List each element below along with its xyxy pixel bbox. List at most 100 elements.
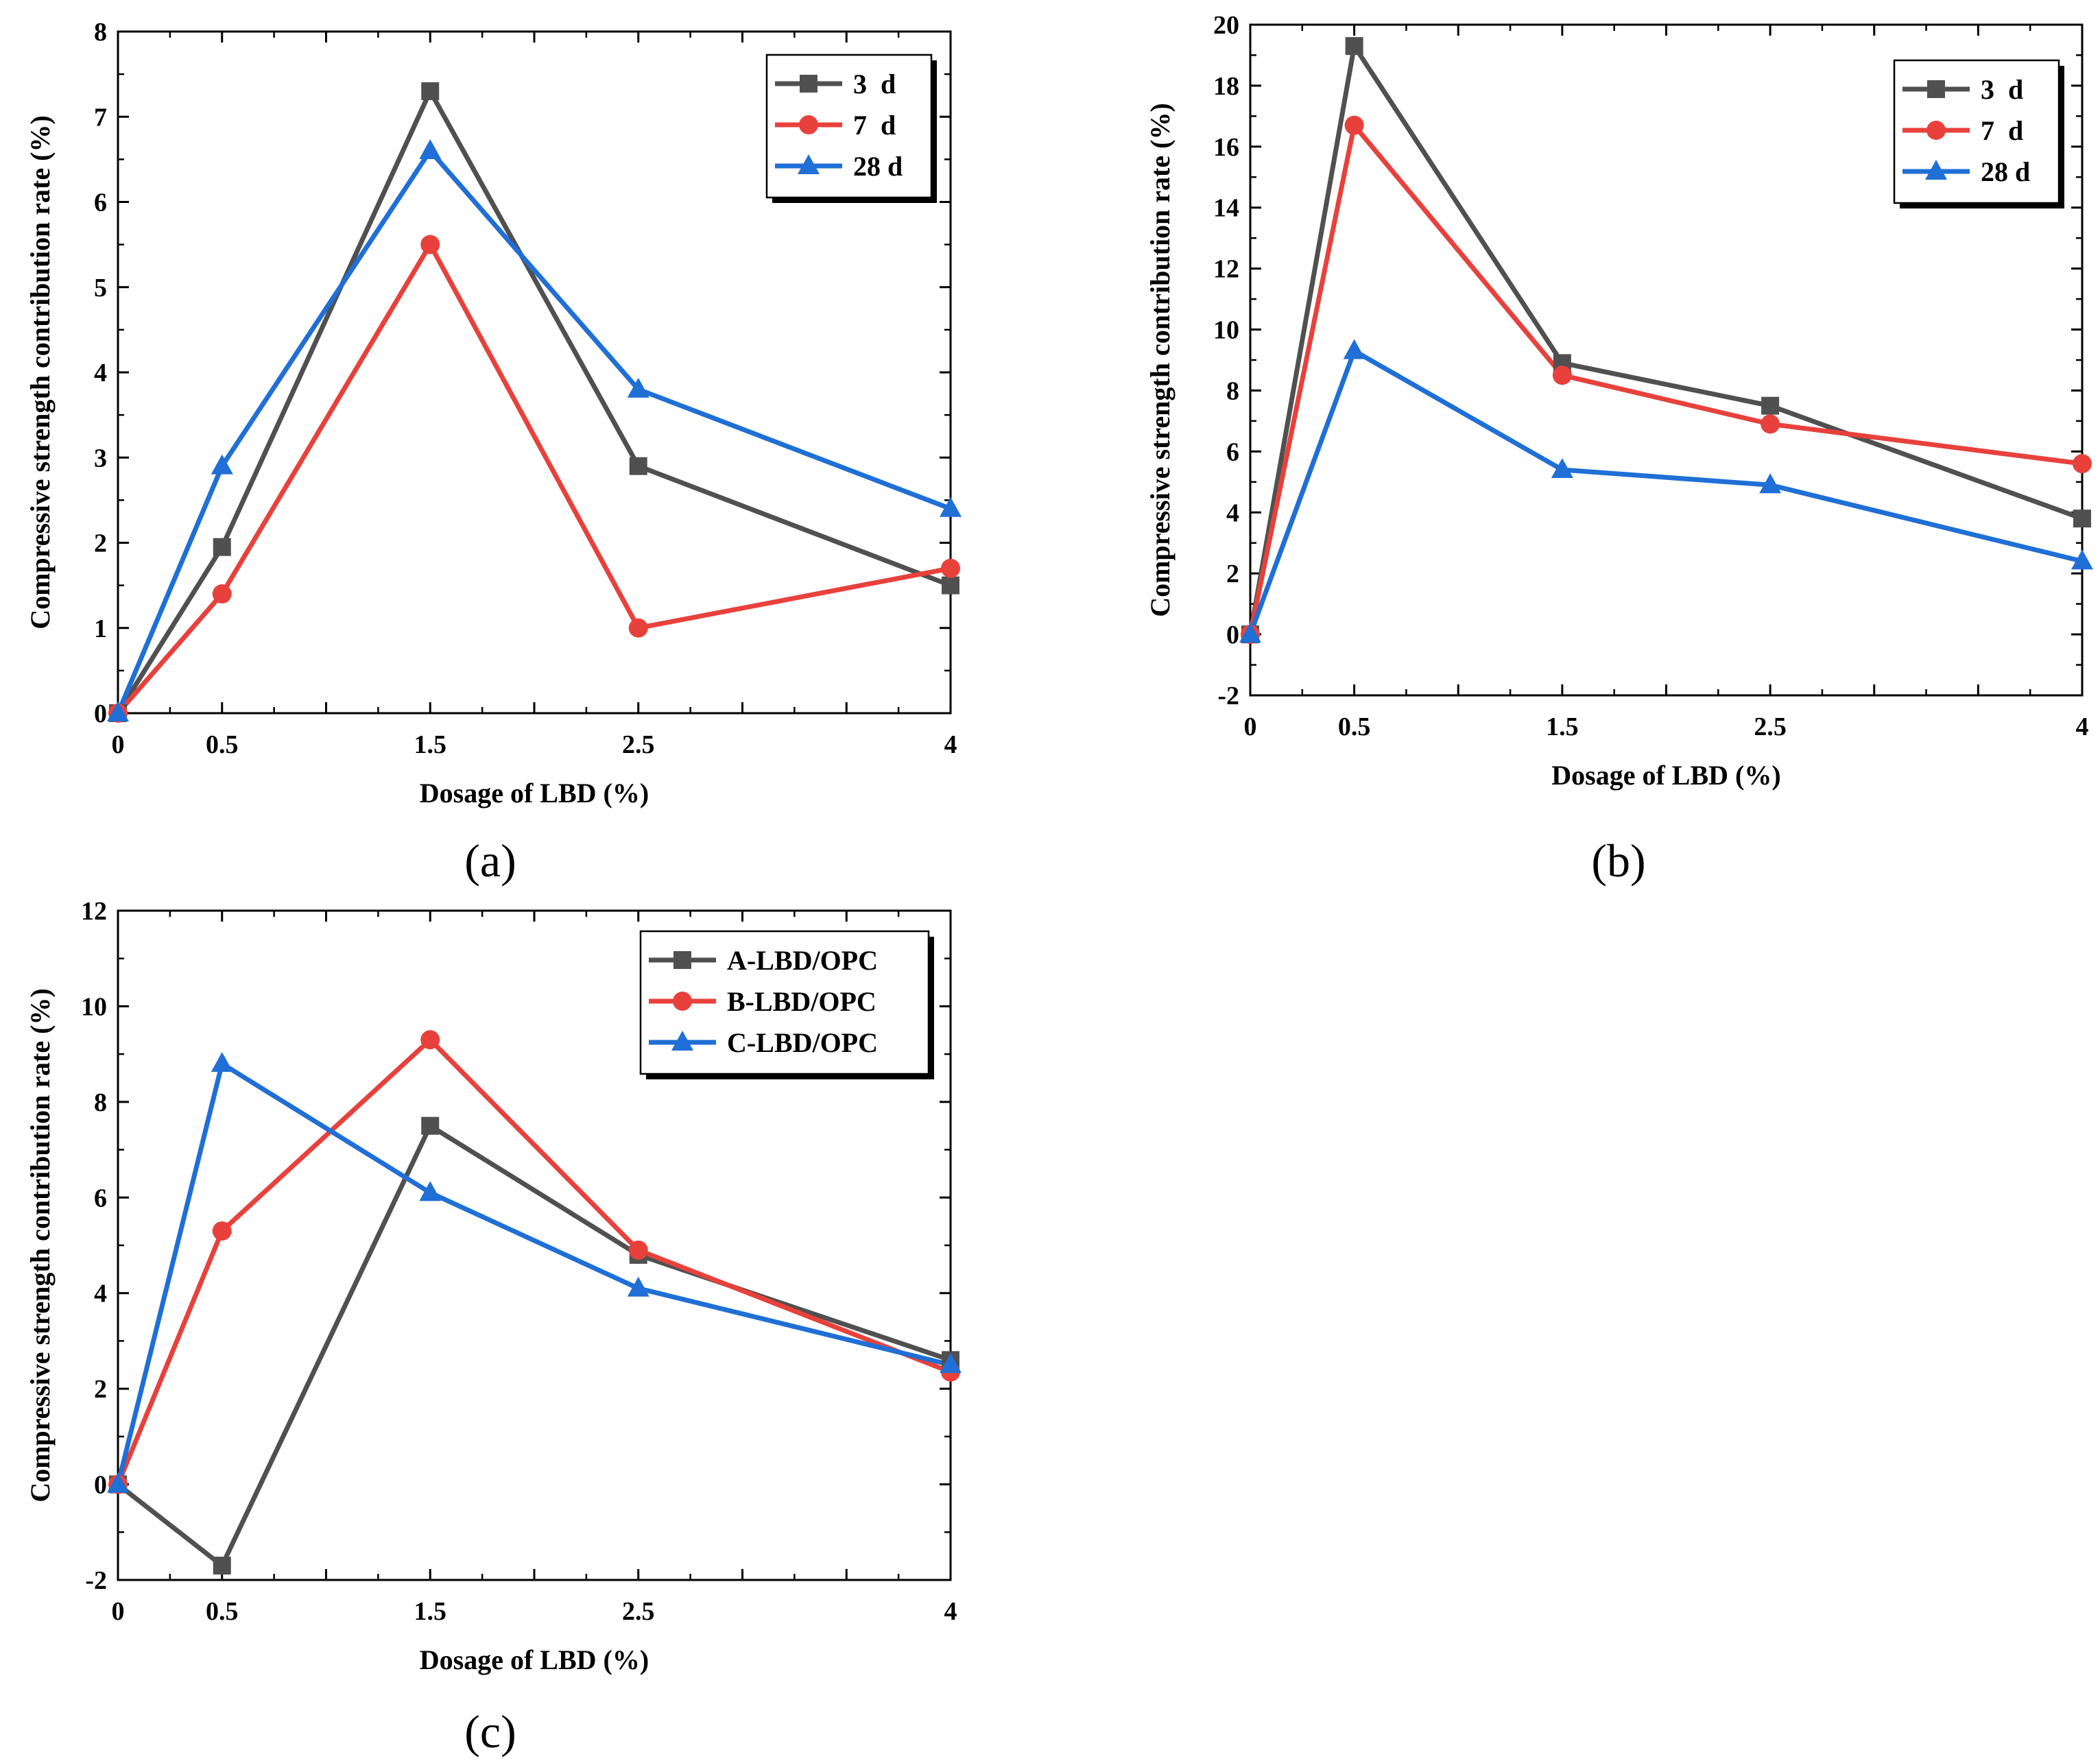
legend-marker: [673, 951, 691, 969]
panel-label: (b): [1591, 835, 1645, 887]
x-tick-label: 0: [112, 730, 125, 759]
data-point: [421, 1116, 440, 1135]
y-tick-label: 5: [94, 274, 107, 302]
y-tick-label: 7: [94, 103, 107, 132]
data-point: [1345, 37, 1363, 56]
y-axis-label: Compressive strength contribution rate (…: [25, 115, 56, 630]
y-tick-label: 0: [1226, 621, 1239, 649]
legend-label: A-LBD/OPC: [727, 945, 878, 976]
data-point: [627, 1276, 649, 1297]
legend: A-LBD/OPC B-LBD/OPC C-LBD/OPC: [639, 930, 934, 1079]
x-tick-label: 1.5: [414, 1597, 447, 1626]
data-point: [940, 496, 962, 517]
y-tick-label: 4: [94, 1280, 107, 1308]
x-tick-label: 1.5: [414, 730, 447, 759]
x-axis-label: Dosage of LBD (%): [420, 778, 649, 808]
legend-marker: [799, 115, 818, 134]
legend: 3 d 7 d 28 d: [765, 53, 937, 203]
legend: 3 d 7 d 28 d: [1893, 59, 2064, 208]
x-tick-label: 0.5: [1338, 712, 1371, 741]
legend-marker: [800, 75, 818, 93]
x-tick-label: 4: [944, 730, 957, 759]
data-point: [213, 1557, 231, 1575]
y-tick-label: 4: [1226, 499, 1239, 527]
legend-marker: [673, 992, 692, 1011]
plot-area: [1239, 37, 2093, 645]
legend-label: B-LBD/OPC: [727, 986, 876, 1017]
legend-label: 7 d: [1981, 115, 2023, 146]
y-tick-label: 18: [1213, 72, 1239, 101]
data-point: [1551, 458, 1573, 479]
data-point: [1761, 396, 1780, 415]
x-tick-label: 0: [112, 1597, 125, 1626]
data-point: [419, 139, 442, 159]
y-tick-label: 2: [1226, 560, 1239, 588]
y-tick-label: 8: [1226, 376, 1239, 405]
x-tick-label: 1.5: [1546, 712, 1579, 741]
data-point: [212, 1221, 232, 1241]
plot-area: [107, 82, 962, 723]
y-tick-label: 8: [94, 18, 107, 47]
y-tick-label: 8: [94, 1088, 107, 1117]
data-point: [1759, 473, 1782, 494]
legend-label: 3 d: [1981, 74, 2023, 105]
y-tick-label: 6: [94, 189, 107, 217]
y-tick-label: 14: [1213, 194, 1239, 223]
x-tick-label: 0: [1244, 712, 1257, 741]
data-point: [628, 1240, 648, 1260]
x-axis-label: Dosage of LBD (%): [420, 1644, 649, 1675]
data-point: [1343, 339, 1365, 359]
data-point: [941, 558, 960, 578]
y-tick-label: 12: [1213, 255, 1239, 284]
legend-marker: [671, 1031, 693, 1051]
legend-label: 7 d: [853, 110, 896, 141]
y-tick-label: -2: [85, 1566, 107, 1595]
legend-label: 28 d: [1981, 156, 2030, 187]
legend-marker: [798, 154, 820, 174]
data-point: [2073, 510, 2091, 528]
data-point: [940, 1353, 962, 1374]
y-tick-label: 20: [1213, 11, 1239, 40]
data-point: [211, 1052, 233, 1073]
data-point: [1761, 414, 1780, 434]
legend-marker: [1926, 121, 1946, 140]
data-point: [1552, 366, 1572, 385]
y-tick-label: 2: [94, 1375, 107, 1404]
x-tick-label: 2.5: [622, 1597, 655, 1626]
x-tick-label: 2.5: [622, 730, 655, 759]
x-tick-label: 0.5: [206, 1597, 239, 1626]
x-tick-label: 2.5: [1754, 712, 1787, 741]
legend-label: 3 d: [853, 69, 896, 99]
data-point: [213, 538, 231, 556]
legend-marker: [1925, 160, 1947, 180]
data-point: [107, 1472, 129, 1493]
panel-label: (a): [464, 835, 516, 887]
y-tick-label: 0: [94, 699, 107, 728]
data-point: [421, 82, 440, 100]
data-point: [419, 1181, 442, 1201]
data-point: [1344, 115, 1364, 135]
data-point: [942, 576, 959, 595]
chart-panel-1: 0 1 2 3 4 5 6 7 8 0 0.5 1.5 2.5 4 Dosage of LBD (%) Com…: [25, 18, 962, 887]
data-point: [107, 702, 129, 721]
y-tick-label: -2: [1217, 682, 1239, 710]
y-tick-label: 6: [94, 1184, 107, 1212]
data-point: [420, 1030, 440, 1050]
y-tick-label: 2: [94, 529, 107, 558]
y-tick-label: 0: [94, 1471, 107, 1500]
y-tick-label: 6: [1226, 438, 1239, 466]
y-tick-label: 10: [1213, 316, 1239, 345]
y-tick-label: 12: [81, 897, 107, 926]
data-point: [2071, 549, 2093, 570]
x-tick-label: 4: [944, 1597, 957, 1626]
data-point: [627, 377, 649, 398]
plot-area: [107, 1030, 962, 1575]
data-point: [1239, 623, 1261, 643]
data-point: [211, 454, 233, 475]
y-tick-label: 16: [1213, 133, 1239, 162]
y-tick-label: 3: [94, 444, 107, 472]
legend-label: C-LBD/OPC: [727, 1027, 878, 1058]
